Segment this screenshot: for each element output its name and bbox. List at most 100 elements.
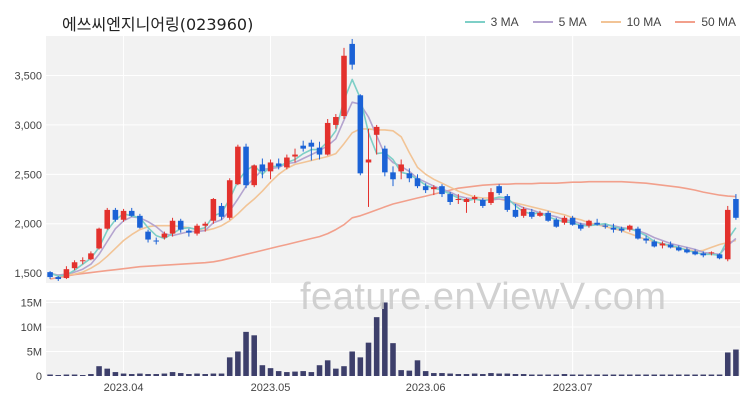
- legend-item-10ma[interactable]: 10 MA: [600, 15, 662, 29]
- price-tick-label: 3,500: [14, 71, 42, 83]
- volume-bar: [137, 373, 143, 376]
- volume-bar: [700, 374, 707, 376]
- volume-bar: [243, 331, 249, 376]
- volume-bar: [463, 374, 470, 376]
- candle-body: [651, 241, 658, 247]
- candle-body: [512, 209, 519, 217]
- volume-tick-label: 15M: [21, 297, 42, 309]
- volume-bar: [292, 371, 298, 376]
- volume-bar: [390, 343, 396, 376]
- candle-body: [692, 251, 698, 255]
- candle-body: [643, 238, 649, 241]
- candle-body: [455, 199, 462, 201]
- candle-body: [406, 173, 413, 179]
- candle-body: [602, 225, 609, 227]
- volume-bar: [414, 360, 421, 376]
- volume-bar: [275, 371, 282, 376]
- candle-body: [627, 225, 633, 230]
- volume-bar: [96, 366, 102, 376]
- watermark: feature.enViewV.com: [300, 276, 667, 318]
- candle-body: [243, 146, 249, 186]
- volume-bar: [47, 374, 53, 376]
- volume-bar: [455, 374, 462, 376]
- volume-bar: [186, 374, 192, 376]
- volume-bar: [145, 374, 151, 376]
- volume-tick-label: 10M: [21, 322, 42, 334]
- volume-bar: [406, 370, 413, 376]
- candle-body: [186, 230, 192, 233]
- volume-bar: [627, 374, 633, 376]
- volume-bar: [153, 374, 159, 376]
- volume-bar: [104, 368, 111, 376]
- x-tick-label: 2023.04: [104, 382, 144, 394]
- volume-bar: [324, 360, 331, 376]
- volume-bar: [235, 351, 241, 376]
- volume-bar: [218, 373, 225, 376]
- volume-bar: [618, 374, 625, 376]
- volume-bar: [308, 372, 315, 376]
- volume-bar: [480, 374, 486, 376]
- volume-bar: [177, 373, 184, 376]
- candle-body: [529, 211, 535, 217]
- candle-body: [463, 199, 470, 202]
- candle-body: [684, 249, 690, 253]
- volume-bar: [610, 374, 617, 376]
- legend-item-50ma[interactable]: 50 MA: [675, 15, 736, 29]
- volume-bar: [365, 342, 372, 376]
- candle-body: [439, 186, 445, 195]
- legend-item-5ma[interactable]: 5 MA: [532, 15, 587, 29]
- volume-bar: [88, 374, 94, 376]
- legend-swatch-5ma: [532, 21, 553, 23]
- volume-bar: [373, 317, 380, 376]
- candle-body: [618, 228, 625, 231]
- volume-bar: [578, 374, 584, 376]
- x-tick-label: 2023.05: [251, 382, 291, 394]
- volume-bar: [716, 374, 723, 376]
- candle-body: [210, 199, 217, 221]
- volume-bar: [120, 373, 127, 376]
- volume-bar: [161, 373, 168, 376]
- volume-bar: [537, 374, 543, 376]
- candle-body: [700, 253, 707, 256]
- volume-bar: [692, 374, 698, 376]
- volume-bar: [112, 372, 119, 376]
- volume-bar: [651, 374, 658, 376]
- volume-bar: [341, 366, 347, 376]
- candle-body: [675, 247, 682, 251]
- candle-body: [398, 164, 404, 172]
- candle-body: [316, 147, 323, 155]
- volume-bar: [675, 374, 682, 376]
- volume-bar: [128, 374, 135, 376]
- candle-body: [635, 228, 641, 239]
- candle-body: [659, 243, 666, 246]
- volume-bar: [635, 374, 641, 376]
- volume-bar: [659, 374, 666, 376]
- candle-body: [447, 194, 453, 202]
- volume-bar: [520, 374, 527, 376]
- volume-bar: [357, 357, 364, 376]
- x-tick-label: 2023.06: [406, 382, 446, 394]
- price-tick-label: 1,500: [14, 268, 42, 280]
- candle-body: [561, 217, 568, 223]
- candle-body: [251, 165, 257, 186]
- volume-bar: [202, 374, 208, 376]
- candle-body: [79, 260, 86, 262]
- candle-body: [667, 244, 674, 248]
- volume-bar: [169, 372, 176, 376]
- price-panel: 1,500 2,000 2,500 3,000 3,500: [14, 36, 740, 283]
- legend-label-5ma: 5 MA: [558, 15, 587, 29]
- candle-body: [365, 159, 372, 163]
- legend-label-10ma: 10 MA: [626, 15, 662, 29]
- volume-bar: [602, 374, 609, 376]
- price-tick-label: 2,500: [14, 169, 42, 181]
- candle-body: [275, 163, 282, 167]
- volume-bar: [194, 373, 200, 376]
- x-axis: 2023.04 2023.05 2023.06 2023.07: [104, 382, 593, 394]
- candle-body: [341, 55, 347, 117]
- candle-body: [194, 225, 200, 234]
- volume-bar: [708, 374, 715, 376]
- legend-label-3ma: 3 MA: [490, 15, 519, 29]
- legend-item-3ma[interactable]: 3 MA: [464, 15, 519, 29]
- candle-body: [553, 219, 560, 227]
- candle-body: [145, 231, 151, 240]
